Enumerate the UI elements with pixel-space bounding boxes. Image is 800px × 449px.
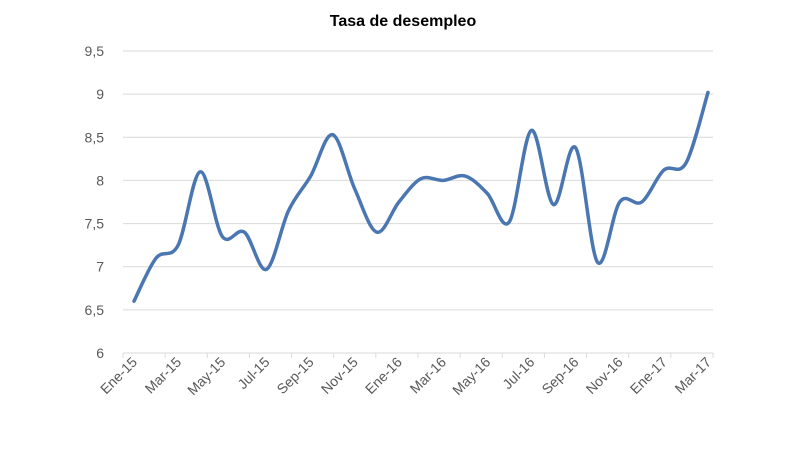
y-tick-label: 7,5	[85, 216, 105, 232]
series-line	[132, 90, 710, 303]
gridlines	[123, 50, 713, 311]
y-tick-label: 8	[96, 172, 104, 188]
x-tick-label: Ene-16	[362, 354, 405, 397]
x-tick-label: Mar-16	[407, 354, 450, 397]
x-tick-label: May-15	[184, 354, 228, 398]
x-tick-label: Nov-15	[318, 354, 361, 397]
x-axis	[122, 352, 714, 358]
x-tick-label: Sep-16	[538, 354, 581, 397]
x-tick-label: Mar-17	[671, 354, 714, 397]
y-axis-tick-labels: 6 6,5 7 7,5 8 8,5 9 9,5	[85, 43, 105, 361]
y-tick-label: 7	[96, 259, 104, 275]
chart-title: Tasa de desempleo	[330, 13, 477, 30]
y-tick-label: 9	[96, 86, 104, 102]
x-axis-tick-labels: Ene-15 Mar-15 May-15 Jul-15 Sep-15 Nov-15 Ene-…	[97, 354, 714, 398]
y-tick-label: 6,5	[85, 302, 105, 318]
x-tick-label: Jul-15	[234, 354, 272, 392]
y-tick-label: 8,5	[85, 129, 105, 145]
x-tick-label: May-16	[449, 354, 493, 398]
x-tick-label: Nov-16	[583, 354, 626, 397]
x-tick-label: Sep-15	[273, 354, 316, 397]
x-tick-label: Jul-16	[499, 354, 537, 392]
y-tick-label: 6	[96, 345, 104, 361]
series-layer	[132, 90, 710, 303]
y-tick-label: 9,5	[85, 43, 105, 59]
x-tick-label: Ene-17	[627, 354, 670, 397]
x-tick-label: Mar-15	[142, 354, 185, 397]
